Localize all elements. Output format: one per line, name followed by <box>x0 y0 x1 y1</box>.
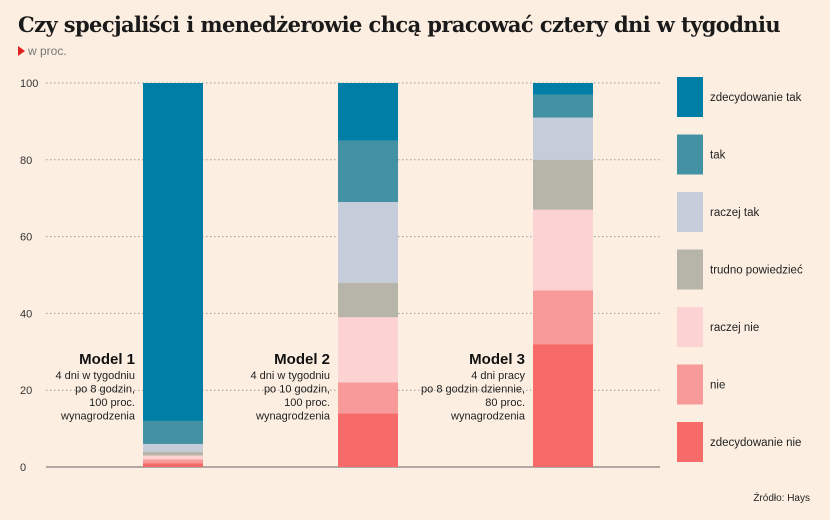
bar-segment <box>143 463 203 467</box>
bar-segment <box>338 317 398 383</box>
legend-label: trudno powiedzieć <box>710 265 803 277</box>
legend: zdecydowanie tak tak raczej tak trudno powi… <box>677 77 803 462</box>
category-description: 80 proc. <box>485 397 525 409</box>
legend-swatch <box>677 249 703 290</box>
legend-swatch <box>677 134 703 175</box>
category-label: Model 3 <box>469 351 525 368</box>
legend-swatch <box>677 422 703 462</box>
legend-label: tak <box>710 150 726 162</box>
category-description: 100 proc. <box>89 397 135 409</box>
bar-segment <box>143 459 203 464</box>
subtitle-text: w proc. <box>28 44 67 58</box>
bar-segment <box>338 202 398 283</box>
y-tick-label: 100 <box>20 78 38 90</box>
bar-segment <box>533 117 593 160</box>
bar-segment <box>533 83 593 95</box>
legend-swatch <box>677 192 703 232</box>
legend-swatch <box>677 364 703 405</box>
bar-segment <box>533 159 593 210</box>
legend-label: raczej tak <box>710 207 759 219</box>
legend-label: raczej nie <box>710 322 759 334</box>
bar-segment <box>533 290 593 345</box>
y-tick-label: 40 <box>20 308 32 320</box>
bar-segment <box>533 209 593 291</box>
category-label: Model 1 <box>79 351 135 368</box>
bar-segment <box>143 451 203 456</box>
category-description: 4 dni w tygodniu <box>251 370 331 382</box>
legend-swatch <box>677 77 703 117</box>
category-description: po 8 godzin, <box>75 384 135 396</box>
bar-segment <box>533 94 593 118</box>
category-description: wynagrodzenia <box>60 411 136 423</box>
category-description: po 8 godzin dziennie, <box>421 384 525 396</box>
bar-segment <box>338 382 398 414</box>
bar-segment <box>143 443 203 452</box>
bar-segment <box>533 344 593 467</box>
category-description: 4 dni pracy <box>471 370 525 382</box>
category-description: 100 proc. <box>284 397 330 409</box>
legend-label: zdecydowanie tak <box>710 92 802 104</box>
bar-segment <box>338 282 398 318</box>
source-note: Źródło: Hays <box>753 493 810 504</box>
y-tick-label: 0 <box>20 462 26 474</box>
bar-segment <box>143 83 203 421</box>
y-tick-label: 20 <box>20 385 32 397</box>
subtitle: w proc. <box>18 44 67 58</box>
bar-segment <box>143 455 203 460</box>
chart-title: Czy specjaliści i menedżerowie chcą prac… <box>18 12 781 37</box>
category-description: wynagrodzenia <box>255 411 331 423</box>
legend-swatch <box>677 307 703 347</box>
bar-segment <box>143 420 203 444</box>
category-description: wynagrodzenia <box>450 411 526 423</box>
bar-segment <box>338 140 398 203</box>
bar-segment <box>338 413 398 467</box>
category-description: po 10 godzin, <box>264 384 330 396</box>
bars <box>143 83 593 467</box>
triangle-marker-icon <box>18 46 25 56</box>
y-axis-ticks: 0 20 40 60 80 100 <box>20 78 38 474</box>
legend-label: zdecydowanie nie <box>710 437 801 449</box>
category-description: 4 dni w tygodniu <box>56 370 136 382</box>
category-label: Model 2 <box>274 351 330 368</box>
bar-segment <box>338 83 398 141</box>
y-tick-label: 60 <box>20 232 32 244</box>
legend-label: nie <box>710 380 725 392</box>
y-tick-label: 80 <box>20 155 32 167</box>
